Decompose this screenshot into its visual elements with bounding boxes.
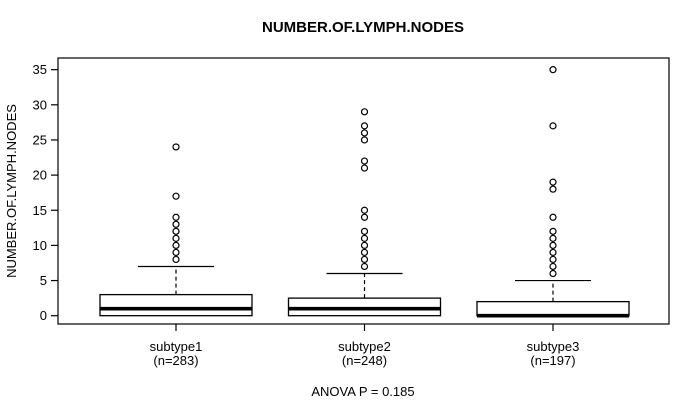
plot-frame: [57, 57, 670, 325]
outlier-point: [360, 122, 369, 130]
box-subtype3: [476, 300, 630, 317]
outlier-point: [360, 108, 369, 116]
outlier-point: [549, 185, 557, 193]
group-label-subtype3: subtype3: [527, 339, 580, 354]
anova-p-text: ANOVA P = 0.185: [311, 384, 414, 399]
box-subtype1: [99, 293, 253, 317]
chart-title: NUMBER.OF.LYMPH.NODES: [262, 19, 464, 36]
outlier-point: [360, 248, 369, 257]
y-tick-label: 35: [33, 62, 47, 77]
y-tick-label: 5: [40, 273, 47, 288]
y-tick-label: 0: [40, 308, 47, 323]
outlier-point: [549, 178, 557, 186]
y-tick-label: 15: [33, 203, 47, 218]
group-label-subtype2: subtype2: [338, 339, 391, 354]
outlier-point: [172, 234, 180, 242]
y-tick-label: 30: [33, 97, 47, 112]
outlier-point: [360, 206, 369, 214]
outlier-point: [360, 234, 369, 242]
outlier-point: [549, 262, 557, 271]
group-label-subtype1: subtype1: [150, 339, 203, 354]
outlier-point: [549, 227, 557, 235]
plot-area: 05101520253035subtype1(n=283)subtype2(n=…: [33, 57, 670, 368]
y-tick-label: 20: [33, 168, 47, 183]
outlier-point: [172, 227, 180, 235]
outlier-point: [172, 248, 180, 257]
outlier-point: [360, 164, 369, 172]
outlier-point: [172, 241, 180, 249]
outlier-point: [360, 136, 369, 144]
group-sublabel-subtype1: (n=283): [153, 353, 198, 368]
outlier-point: [172, 192, 180, 200]
outlier-point: [549, 66, 557, 74]
outlier-point: [549, 234, 557, 242]
group-sublabel-subtype3: (n=197): [530, 353, 575, 368]
outlier-point: [549, 213, 557, 221]
outlier-point: [360, 157, 369, 165]
outlier-point: [360, 129, 369, 137]
outlier-point: [360, 241, 369, 249]
y-axis-title: NUMBER.OF.LYMPH.NODES: [4, 104, 19, 278]
y-tick-label: 10: [33, 238, 47, 253]
outlier-point: [172, 255, 180, 264]
outlier-point: [549, 269, 557, 278]
y-tick-label: 25: [33, 132, 47, 147]
outlier-point: [549, 241, 557, 249]
outlier-point: [360, 213, 369, 221]
outlier-point: [549, 122, 557, 130]
outlier-point: [549, 248, 557, 257]
outlier-point: [549, 255, 557, 264]
outlier-point: [360, 262, 369, 271]
outlier-point: [360, 255, 369, 264]
outlier-point: [172, 213, 180, 221]
outlier-point: [172, 220, 180, 228]
group-sublabel-subtype2: (n=248): [342, 353, 387, 368]
outlier-point: [360, 227, 369, 235]
outlier-point: [172, 143, 180, 151]
